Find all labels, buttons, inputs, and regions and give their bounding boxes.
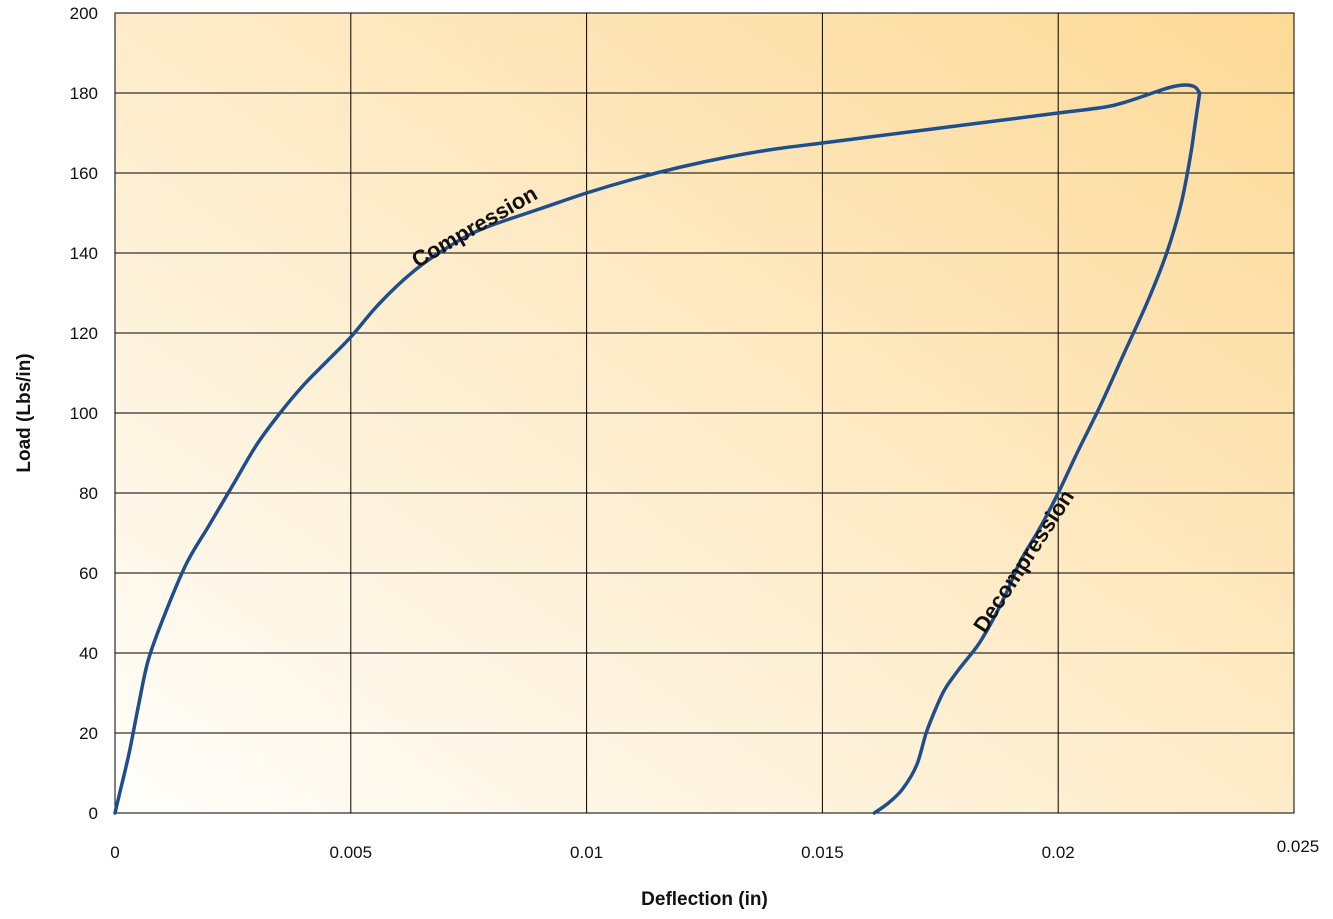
y-tick-label: 140	[70, 244, 98, 263]
y-tick-label: 160	[70, 164, 98, 183]
compression-curve	[113, 83, 1202, 815]
grid-lines	[114, 12, 1295, 814]
y-axis-title: Load (Lbs/in)	[14, 353, 35, 472]
y-tick-label: 80	[79, 484, 98, 503]
y-tick-label: 180	[70, 84, 98, 103]
y-axis-tick-labels: 0 20 40 60 80 100 120 140 160 180 200	[70, 4, 98, 823]
x-tick-label: 0.01	[570, 843, 603, 862]
x-tick-label: 0.02	[1042, 843, 1075, 862]
x-tick-label: 0	[110, 843, 119, 862]
y-tick-label: 200	[70, 4, 98, 23]
y-tick-label: 60	[79, 564, 98, 583]
y-tick-label: 40	[79, 644, 98, 663]
x-axis-tick-labels: 0 0.005 0.01 0.015 0.02 0.025	[110, 837, 1319, 862]
series-lines	[113, 83, 1202, 815]
y-tick-label: 120	[70, 324, 98, 343]
y-tick-label: 20	[79, 724, 98, 743]
y-tick-label: 100	[70, 404, 98, 423]
x-tick-label: 0.005	[330, 843, 373, 862]
decompression-curve	[872, 91, 1202, 815]
x-axis-title: Deflection (in)	[641, 889, 768, 910]
x-tick-label: 0.015	[801, 843, 844, 862]
x-tick-label: 0.025	[1277, 837, 1320, 856]
y-tick-label: 0	[89, 804, 98, 823]
